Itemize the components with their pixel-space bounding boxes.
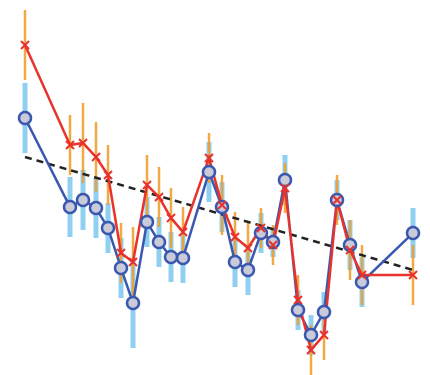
- marker: [75, 192, 91, 208]
- marker: [166, 213, 176, 223]
- marker: [201, 164, 217, 180]
- marker: [125, 295, 141, 311]
- marker: [113, 260, 129, 276]
- marker: [243, 243, 253, 253]
- marker: [91, 152, 101, 162]
- marker: [280, 183, 290, 193]
- marker: [240, 262, 256, 278]
- marker: [357, 270, 367, 280]
- marker: [20, 40, 30, 50]
- marker: [306, 345, 316, 355]
- marker: [116, 248, 126, 258]
- marker: [405, 225, 421, 241]
- marker: [293, 295, 303, 305]
- marker: [345, 245, 355, 255]
- marker: [265, 234, 281, 250]
- marker: [178, 227, 188, 237]
- marker: [62, 199, 78, 215]
- marker: [256, 223, 266, 233]
- marker: [88, 200, 104, 216]
- marker: [230, 232, 240, 242]
- marker: [151, 234, 167, 250]
- marker: [277, 172, 293, 188]
- marker: [268, 240, 278, 250]
- marker: [163, 249, 179, 265]
- marker: [290, 302, 306, 318]
- marker: [332, 195, 342, 205]
- marker: [303, 327, 319, 343]
- marker: [103, 170, 113, 180]
- marker: [227, 254, 243, 270]
- marker: [78, 138, 88, 148]
- marker: [319, 330, 329, 340]
- marker: [100, 220, 116, 236]
- marker: [217, 200, 227, 210]
- marker: [128, 257, 138, 267]
- marker: [204, 153, 214, 163]
- marker: [139, 214, 155, 230]
- marker: [175, 250, 191, 266]
- marker: [17, 110, 33, 126]
- marker: [65, 140, 75, 150]
- marker: [154, 192, 164, 202]
- marker: [316, 304, 332, 320]
- marker: [142, 180, 152, 190]
- marker: [214, 199, 230, 215]
- marker: [408, 270, 418, 280]
